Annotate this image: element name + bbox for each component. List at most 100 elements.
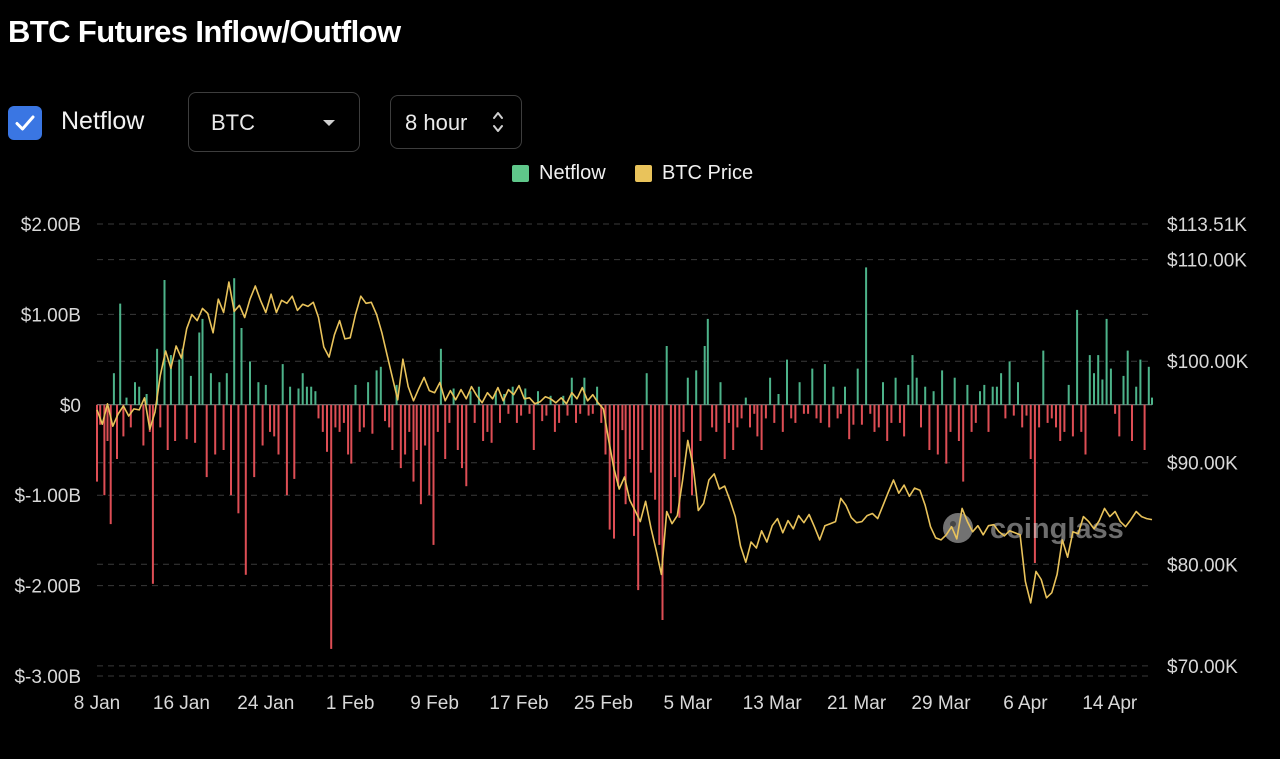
netflow-checkbox-label[interactable]: Netflow	[61, 107, 145, 135]
outflow-bar	[674, 404, 677, 478]
outflow-bar	[109, 404, 112, 525]
outflow-bar	[404, 404, 407, 455]
inflow-bar	[379, 366, 382, 405]
legend-item-btc-price[interactable]: BTC Price	[635, 162, 753, 185]
outflow-bar	[116, 404, 118, 459]
outflow-bar	[852, 404, 855, 425]
outflow-bar	[1118, 404, 1121, 437]
outflow-bar	[412, 404, 415, 482]
outflow-bar	[669, 404, 672, 514]
outflow-bar	[148, 404, 151, 432]
outflow-bar	[230, 404, 232, 496]
outflow-bar	[633, 404, 635, 536]
outflow-bar	[159, 404, 162, 428]
outflow-bar	[723, 404, 726, 459]
outflow-bar	[436, 404, 439, 432]
outflow-bar	[424, 404, 427, 446]
outflow-bar	[617, 404, 620, 487]
outflow-bar	[465, 404, 468, 487]
legend-label-btc-price: BTC Price	[662, 162, 754, 184]
outflow-bar	[1071, 404, 1074, 437]
outflow-bar	[807, 404, 810, 414]
inflow-bar	[201, 318, 204, 405]
outflow-bar	[848, 404, 851, 440]
outflow-bar	[587, 404, 590, 416]
x-axis-tick-label: 1 Feb	[326, 693, 375, 714]
inflow-bar	[1088, 355, 1091, 405]
outflow-bar	[691, 404, 693, 496]
inflow-bar	[1042, 350, 1045, 405]
outflow-bar	[715, 404, 718, 432]
outflow-bar	[269, 404, 271, 432]
outflow-bar	[790, 404, 793, 419]
inflow-bar	[1147, 366, 1150, 405]
inflow-bar	[856, 368, 859, 405]
inflow-bar	[991, 386, 994, 405]
outflow-bar	[736, 404, 739, 428]
check-icon	[15, 115, 35, 131]
right-axis-tick-label: $80.00K	[1167, 555, 1238, 576]
outflow-bar	[661, 404, 664, 620]
netflow-checkbox[interactable]	[8, 106, 42, 140]
inflow-bar	[301, 373, 304, 405]
inflow-bar	[570, 377, 573, 405]
inflow-bar	[225, 373, 228, 405]
x-axis-tick-label: 17 Feb	[489, 693, 548, 714]
left-y-axis: $2.00B $1.00B $0 $-1.00B $-2.00B $-3.00B	[14, 215, 81, 688]
outflow-bar	[1004, 404, 1007, 419]
outflow-bar	[96, 404, 98, 482]
inflow-bar	[932, 391, 935, 405]
inflow-bar	[832, 386, 835, 405]
inflow-bar	[494, 391, 497, 405]
outflow-bar	[1046, 404, 1049, 423]
x-axis-tick-label: 29 Mar	[911, 693, 971, 714]
coin-select[interactable]: BTC	[188, 92, 360, 152]
inflow-bar	[894, 377, 897, 405]
outflow-bar	[877, 404, 880, 428]
right-y-axis: $113.51K $110.00K $100.00K $90.00K $80.00K $7…	[1167, 215, 1249, 678]
legend-swatch-btc-price	[635, 165, 652, 182]
outflow-bar	[122, 404, 125, 437]
outflow-bar	[890, 404, 893, 423]
outflow-bar	[444, 404, 447, 459]
x-axis-tick-label: 21 Mar	[827, 693, 887, 714]
outflow-bar	[419, 404, 422, 505]
outflow-bar	[1029, 404, 1032, 459]
outflow-bar	[658, 404, 661, 545]
outflow-bar	[974, 404, 977, 423]
outflow-bar	[749, 404, 751, 428]
inflow-bar	[983, 384, 986, 405]
outflow-bar	[342, 404, 345, 423]
outflow-bar	[391, 404, 394, 450]
outflow-bar	[358, 404, 361, 432]
outflow-bar	[928, 404, 931, 450]
inflow-bar	[979, 391, 981, 405]
outflow-bar	[142, 404, 145, 446]
outflow-bar	[608, 404, 611, 530]
inflow-bar	[314, 391, 317, 405]
interval-select[interactable]: 8 hour	[390, 95, 522, 149]
outflow-bar	[756, 404, 759, 437]
outflow-bar	[384, 404, 386, 422]
inflow-bar	[169, 355, 172, 405]
outflow-bar	[637, 404, 640, 591]
coin-select-value: BTC	[211, 110, 255, 135]
outflow-bar	[490, 404, 493, 443]
inflow-bar	[125, 397, 128, 405]
outflow-bar	[649, 404, 652, 473]
outflow-bar	[987, 404, 990, 432]
outflow-bar	[174, 404, 177, 441]
outflow-bar	[1050, 404, 1053, 419]
inflow-bar	[305, 386, 308, 405]
legend-item-netflow[interactable]: Netflow	[512, 162, 606, 185]
inflow-bar	[178, 359, 181, 405]
outflow-bar	[819, 404, 822, 423]
outflow-bar	[962, 404, 965, 482]
inflow-bar	[811, 368, 814, 405]
outflow-bar	[350, 404, 353, 464]
inflow-bar	[264, 384, 267, 405]
inflow-bar	[439, 348, 442, 405]
outflow-bar	[237, 404, 240, 514]
outflow-bar	[1143, 404, 1146, 450]
outflow-bar	[528, 404, 531, 414]
